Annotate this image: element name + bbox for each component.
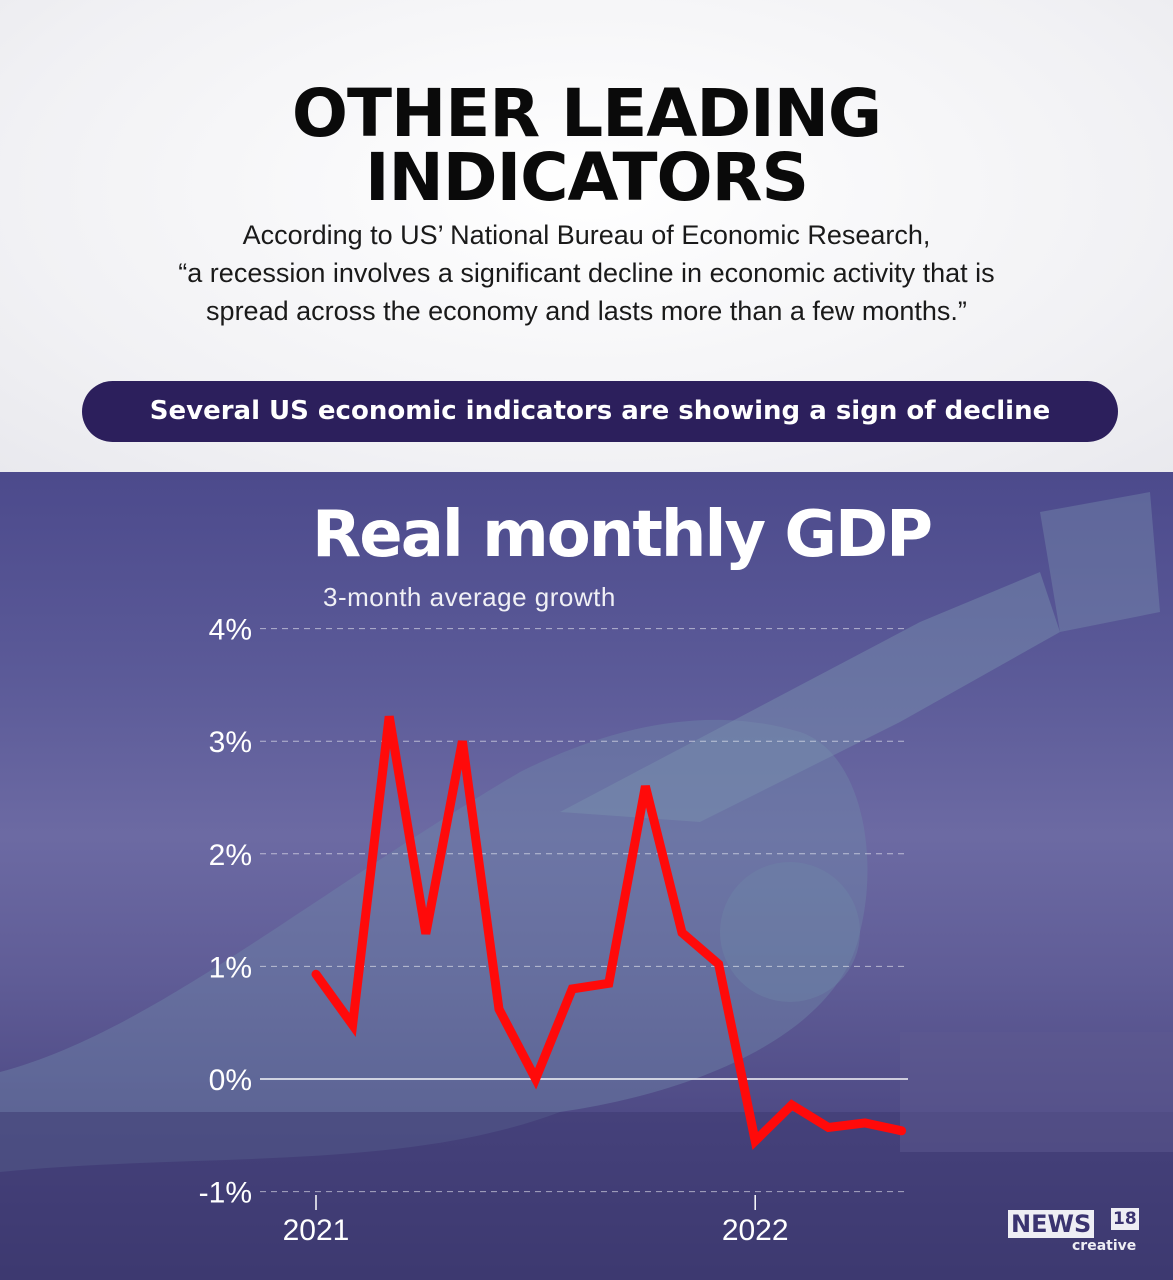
news18-logo: NEWS 18 creative — [1008, 1208, 1140, 1258]
statue-of-liberty-illustration — [0, 492, 1173, 1280]
y-tick-label: -1% — [199, 1177, 252, 1210]
gdp-series-line — [311, 715, 907, 1150]
y-tick-label: 3% — [209, 726, 252, 759]
x-tick-label: 2022 — [722, 1214, 789, 1247]
chart-title: Real monthly GDP — [312, 498, 933, 572]
title-line: INDICATORS — [364, 139, 809, 216]
quote-line: According to US’ National Bureau of Econ… — [242, 220, 931, 250]
quote-line: “a recession involves a significant decl… — [178, 258, 995, 288]
quote-line: spread across the economy and lasts more… — [206, 296, 967, 326]
nber-quote: According to US’ National Bureau of Econ… — [0, 216, 1173, 330]
banner: Several US economic indicators are showi… — [82, 381, 1118, 442]
y-tick-label: 1% — [209, 951, 252, 984]
page-title: OTHER LEADING INDICATORS — [0, 75, 1173, 216]
title-line: OTHER LEADING — [291, 75, 882, 152]
y-tick-label: 2% — [209, 839, 252, 872]
y-tick-label: 4% — [209, 614, 252, 647]
y-tick-label: 0% — [209, 1064, 252, 1097]
chart-subtitle: 3-month average growth — [323, 582, 616, 612]
background-photo — [0, 472, 1173, 1280]
x-tick-label: 2021 — [283, 1214, 350, 1247]
